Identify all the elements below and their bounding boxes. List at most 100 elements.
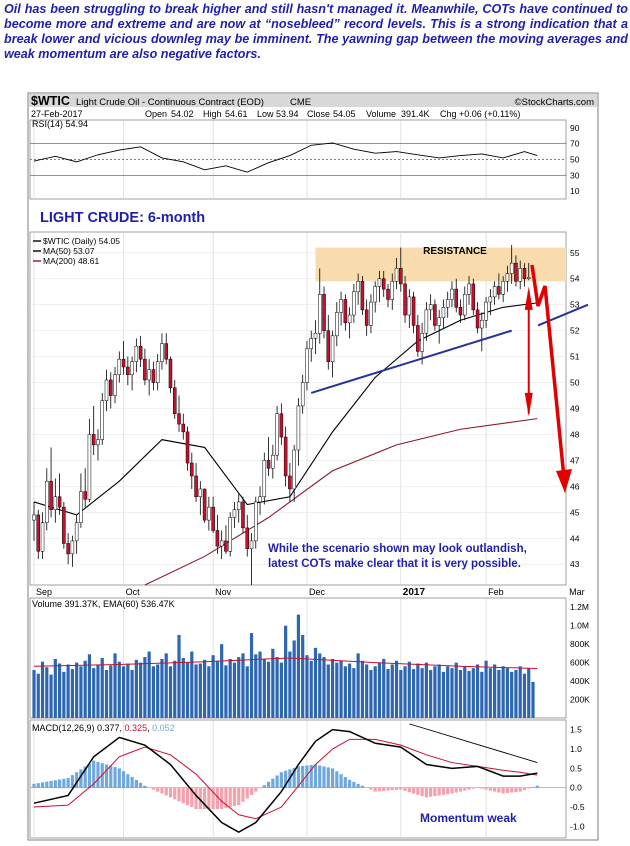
momentum-annotation: Momentum weak (420, 811, 517, 825)
macd-histogram-bar (480, 787, 484, 789)
candle-body (437, 317, 441, 326)
volume-bar (262, 658, 266, 718)
macd-histogram-bar (296, 766, 301, 788)
macd-histogram-bar (254, 787, 258, 792)
macd-histogram-bar (301, 765, 305, 788)
macd-histogram-bar (373, 787, 377, 792)
volume-bar (121, 666, 126, 718)
volume-bar (518, 666, 522, 718)
macd-histogram-bar (109, 765, 113, 788)
macd-histogram-bar (369, 787, 373, 790)
volume-bar (185, 662, 190, 718)
macd-histogram-bar (266, 781, 271, 788)
candle-body (87, 434, 92, 500)
volume-bar (168, 666, 173, 718)
volume-bar (92, 668, 96, 718)
rsi-legend: RSI(14) 54.94 (32, 119, 88, 129)
volume-bar (190, 651, 194, 718)
volume-bar (471, 668, 475, 718)
volume-bar (377, 662, 382, 718)
volume-value: 391.4K (401, 109, 430, 119)
price-tick-label: 52 (570, 326, 580, 336)
macd-histogram-bar (75, 772, 79, 788)
candle-body (343, 299, 348, 324)
volume-bar (232, 662, 237, 718)
chart-name: Light Crude Oil - Continuous Contract (E… (76, 97, 264, 108)
gap-arrow-head-up (524, 286, 533, 310)
volume-bar (228, 658, 232, 718)
macd-histogram-bar (441, 787, 446, 795)
candle-body (288, 475, 292, 490)
rsi-line (33, 142, 538, 173)
candle-body (241, 501, 245, 529)
candle-body (454, 288, 458, 308)
volume-bar (245, 666, 249, 718)
volume-bar (450, 668, 454, 718)
macd-histogram-bar (335, 771, 339, 788)
macd-histogram-bar (437, 787, 441, 796)
volume-bar (305, 655, 309, 718)
volume-bar (57, 663, 62, 718)
volume-bar (488, 668, 492, 718)
volume-bar (326, 664, 330, 718)
macd-histogram-bar (313, 764, 318, 788)
price-tick-label: 48 (570, 429, 580, 439)
volume-bar (330, 658, 335, 718)
volume-bar (382, 658, 386, 718)
macd-histogram-bar (488, 787, 492, 791)
volume-bar (237, 657, 241, 718)
macd-histogram-bar (249, 787, 254, 795)
volume-bar (365, 664, 369, 718)
candle-body (360, 281, 365, 311)
candle-body (62, 506, 66, 544)
volume-bar (275, 657, 279, 718)
candle-body (40, 522, 45, 552)
candle-body (356, 281, 360, 292)
macd-histogram-bar (173, 787, 177, 800)
candle-body (185, 431, 190, 464)
candle-body (373, 286, 377, 303)
candle-body (83, 491, 87, 500)
macd-histogram-bar (62, 778, 66, 788)
x-tick-label: Dec (309, 587, 326, 597)
candle-body (322, 294, 326, 331)
candle-body (228, 517, 232, 552)
volume-tick-label: 1.0M (570, 621, 589, 631)
macd-histogram-bar (356, 783, 360, 788)
macd-histogram-bar (527, 787, 531, 789)
candle-body (381, 278, 386, 290)
macd-histogram-bar (484, 787, 488, 790)
volume-legend: Volume 391.37K, EMA(60) 536.47K (32, 599, 175, 609)
support-trendline (310, 329, 512, 394)
resistance-label: RESISTANCE (423, 246, 487, 257)
macd-histogram-bar (87, 763, 92, 788)
candle-body (505, 273, 510, 282)
volume-bar (454, 662, 458, 718)
candle-body (480, 320, 484, 329)
macd-histogram-bar (446, 787, 450, 795)
macd-histogram-bar (411, 787, 416, 794)
candle-body (258, 496, 262, 503)
volume-bar (510, 671, 514, 718)
macd-histogram-bar (160, 787, 164, 794)
macd-histogram-bar (181, 787, 185, 804)
high-value: 54.61 (225, 109, 248, 119)
volume-bar (164, 653, 168, 718)
volume-bar (254, 654, 258, 718)
candle-body (313, 332, 318, 339)
volume-bar (309, 660, 313, 718)
macd-histogram-bar (454, 787, 458, 793)
macd-histogram-bar (164, 787, 168, 796)
candle-body (49, 480, 53, 510)
candle-body (526, 277, 531, 279)
macd-histogram-bar (92, 760, 96, 788)
macd-signal-line (33, 738, 538, 820)
candle-body (424, 309, 429, 334)
candle-body (488, 296, 493, 303)
volume-bar (390, 664, 394, 718)
volume-bar (313, 647, 318, 718)
candle-body (369, 301, 373, 326)
rsi-tick-label: 50 (570, 155, 580, 165)
volume-bar (279, 662, 283, 718)
